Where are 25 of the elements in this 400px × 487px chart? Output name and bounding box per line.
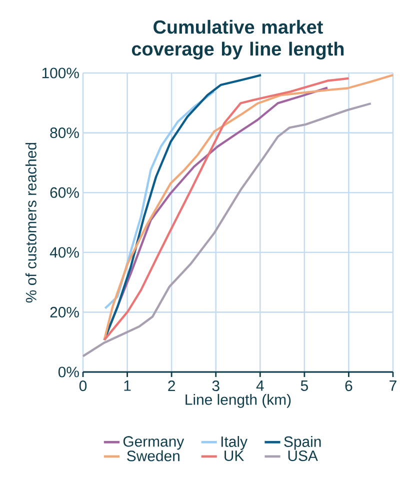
chart-title: Cumulative market coverage by line length xyxy=(132,20,344,60)
x-tick-label: 4 xyxy=(256,380,264,391)
line-series xyxy=(104,90,216,310)
line-series xyxy=(82,102,372,358)
y-tick-label: 100% xyxy=(42,68,79,78)
legend-label: USA xyxy=(288,450,318,462)
y-tick-label: 40% xyxy=(50,247,79,258)
y-tick-label: 0% xyxy=(58,366,79,378)
x-tick-label: 3 xyxy=(212,380,220,392)
y-axis-title: % of customers reached xyxy=(25,142,36,303)
x-tick-label: 0 xyxy=(79,380,87,392)
x-axis-title: Line length (km) xyxy=(186,394,291,408)
x-tick-label: 5 xyxy=(300,380,308,391)
legend-label: Sweden xyxy=(127,450,180,462)
x-tick-label: 2 xyxy=(168,380,175,391)
y-tick-label: 20% xyxy=(50,306,79,318)
legend-label: Italy xyxy=(221,436,248,450)
x-tick-label: 7 xyxy=(390,380,396,391)
x-tick-label: 6 xyxy=(345,380,352,392)
y-tick-label: 60% xyxy=(50,187,79,198)
legend-label: Spain xyxy=(284,436,321,450)
legend-label: Germany xyxy=(123,436,184,450)
x-tick-label: 1 xyxy=(124,380,131,391)
legend-label: UK xyxy=(224,450,244,461)
y-tick-label: 80% xyxy=(50,128,79,138)
